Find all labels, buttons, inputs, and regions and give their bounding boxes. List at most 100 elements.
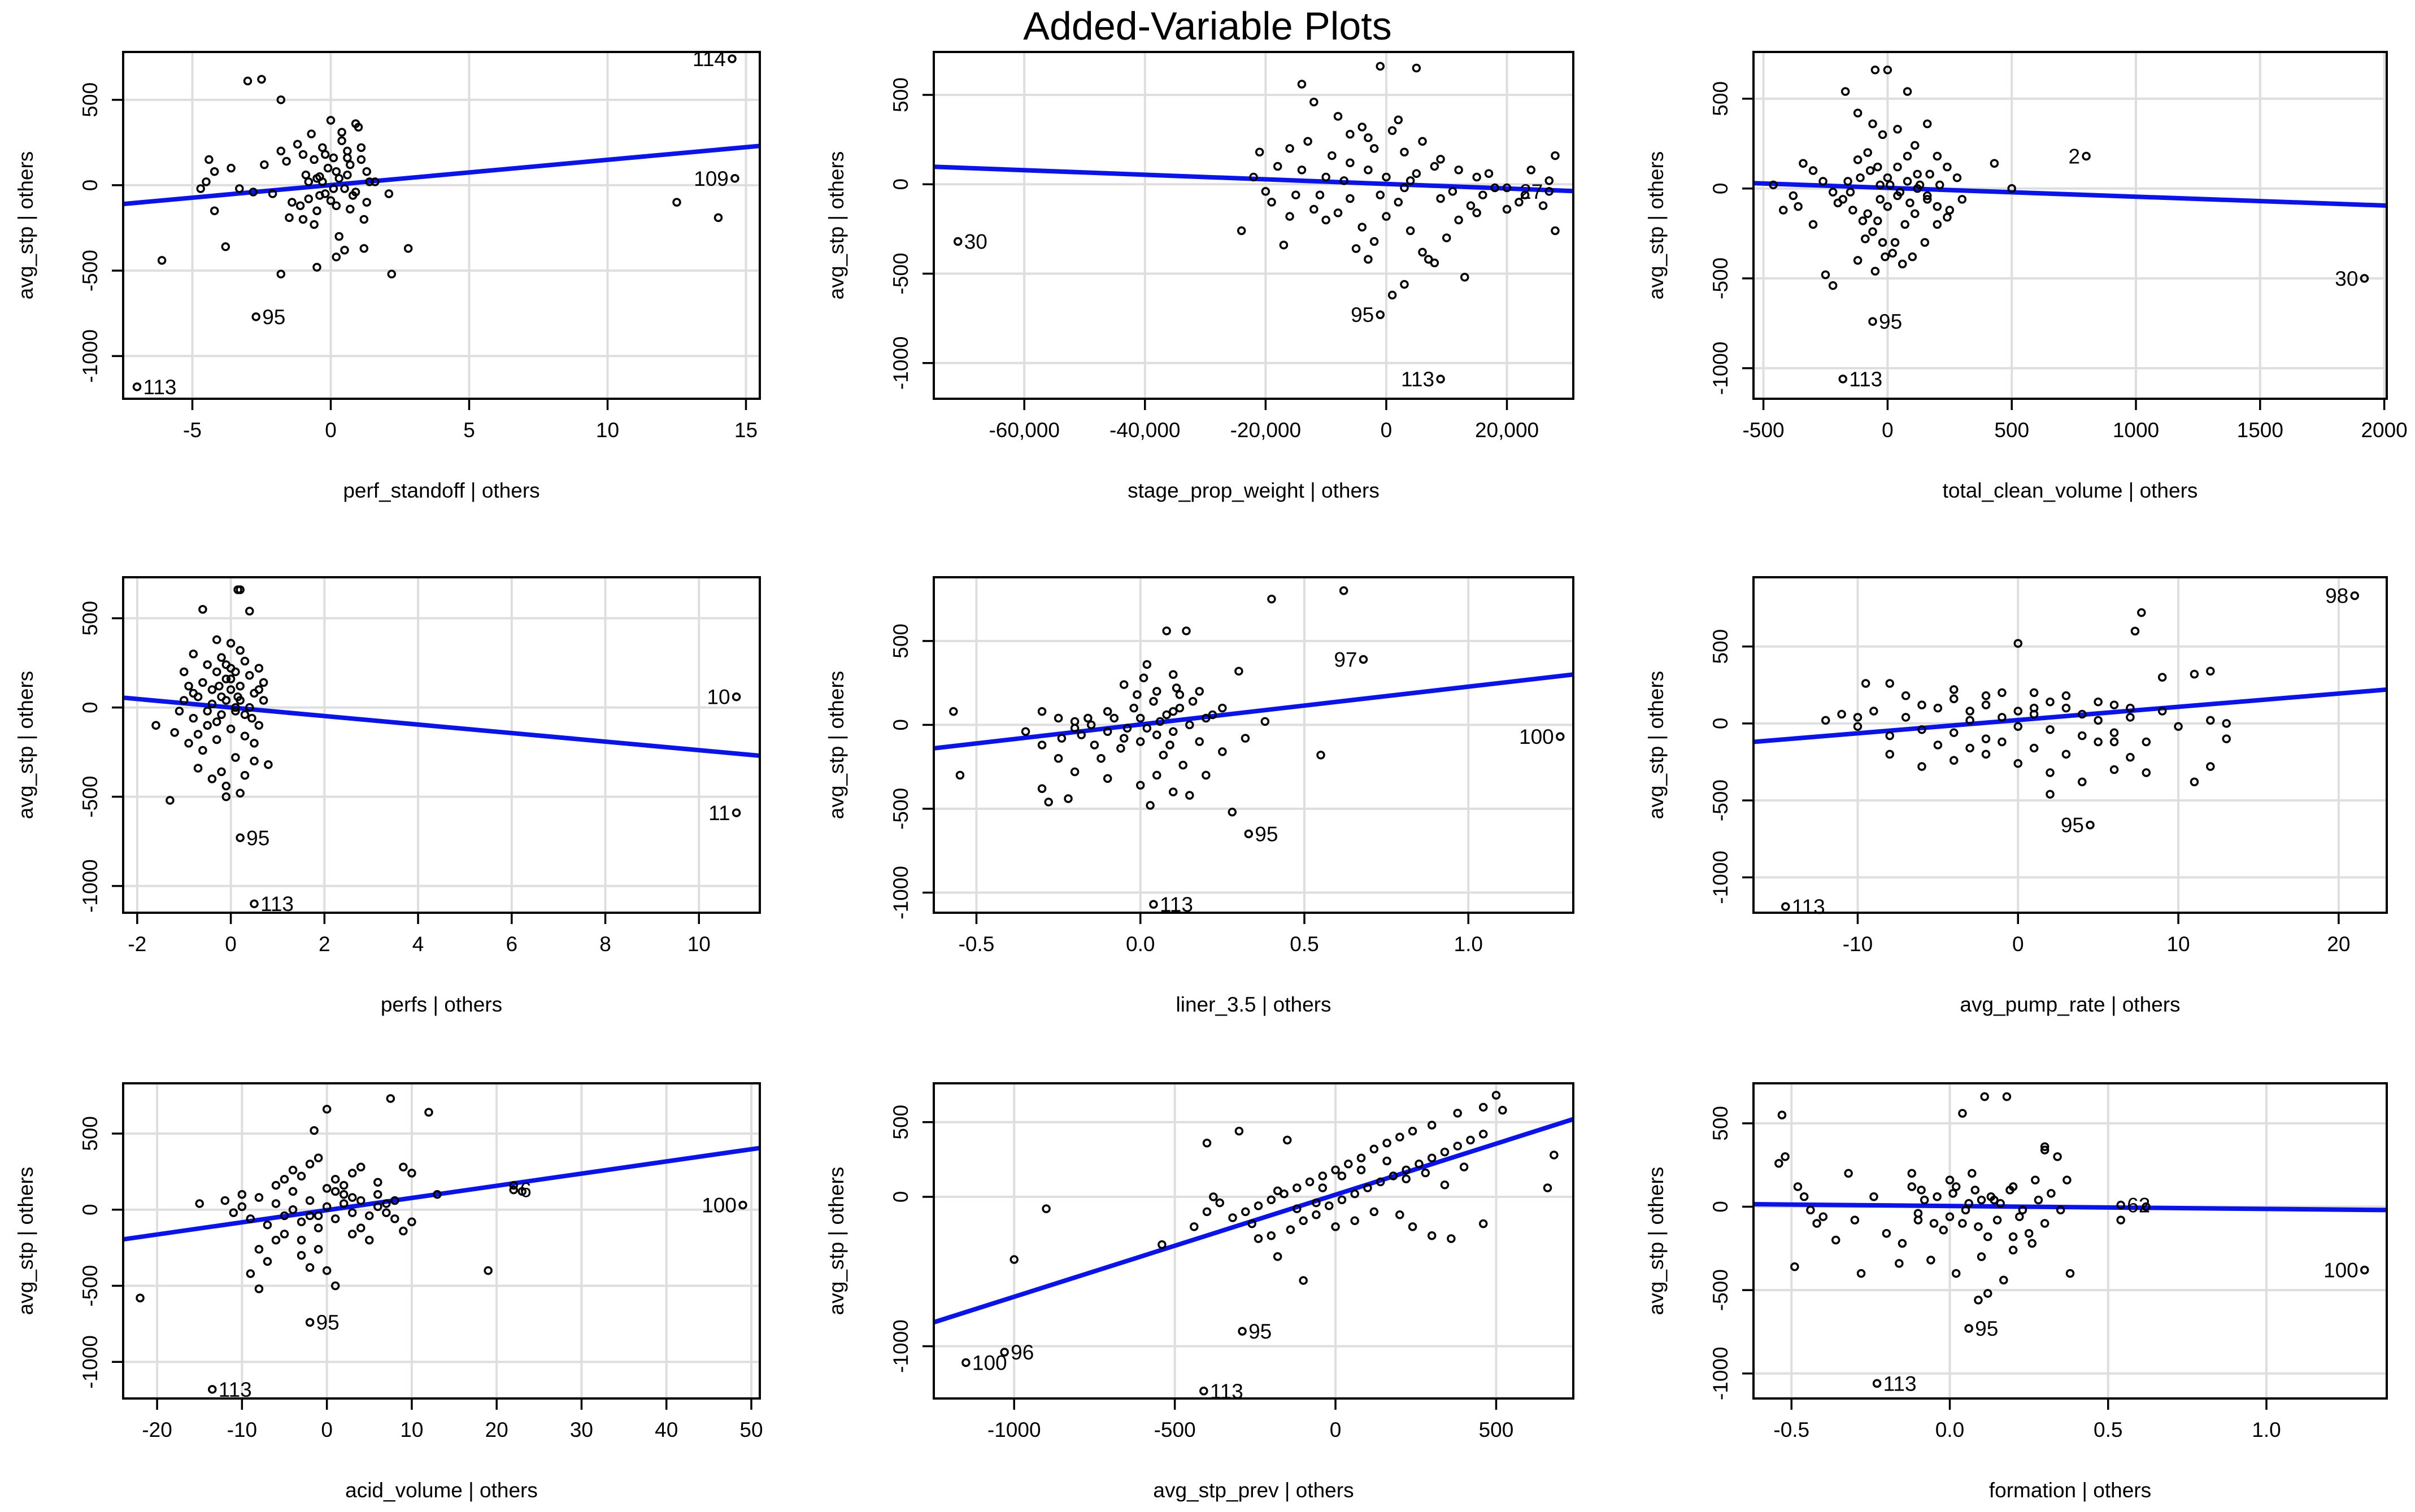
data-point bbox=[356, 1223, 365, 1232]
x-tick-label: 10 bbox=[596, 419, 619, 442]
data-point bbox=[362, 198, 371, 207]
data-point bbox=[1146, 801, 1155, 810]
x-tick-label: 1.0 bbox=[1454, 933, 1483, 956]
data-point bbox=[347, 1230, 357, 1239]
data-point bbox=[1890, 238, 1900, 247]
data-point bbox=[2031, 1175, 2040, 1184]
data-point bbox=[1917, 762, 1926, 771]
data-point bbox=[1364, 165, 1373, 175]
labeled-data-point bbox=[1868, 317, 1877, 326]
data-point bbox=[347, 1193, 357, 1202]
data-point bbox=[1777, 1110, 1787, 1119]
data-point bbox=[166, 796, 175, 805]
labeled-data-point bbox=[738, 1200, 747, 1210]
plot-data-area bbox=[1753, 591, 2387, 911]
data-point bbox=[1996, 1199, 2005, 1208]
data-point bbox=[1331, 1165, 1340, 1175]
regression-line bbox=[934, 164, 1573, 194]
data-point bbox=[1484, 169, 1494, 178]
data-point bbox=[189, 650, 198, 659]
data-point bbox=[2034, 1195, 2043, 1205]
plot-frame bbox=[933, 51, 1574, 400]
data-point bbox=[1883, 202, 1892, 211]
x-tick-label: -1000 bbox=[987, 1418, 1041, 1441]
data-point bbox=[1844, 1169, 1853, 1178]
data-point bbox=[212, 717, 221, 726]
labeled-data-point bbox=[728, 54, 737, 63]
data-point bbox=[1933, 220, 1942, 229]
data-point bbox=[1981, 691, 1991, 700]
x-tick-label: 1500 bbox=[2237, 419, 2283, 442]
data-point bbox=[1297, 80, 1307, 89]
x-tick-label: 6 bbox=[506, 933, 518, 956]
data-point bbox=[1447, 1234, 1456, 1243]
data-point bbox=[1169, 707, 1178, 716]
y-tick-label: 0 bbox=[1709, 718, 1732, 730]
data-point bbox=[1550, 1151, 1559, 1160]
data-point bbox=[1903, 177, 1912, 186]
data-point bbox=[1159, 751, 1168, 760]
data-point bbox=[297, 1250, 306, 1260]
x-tick-label: 10 bbox=[687, 933, 711, 956]
data-point bbox=[1054, 713, 1063, 723]
data-point bbox=[339, 1180, 349, 1190]
point-label: 95 bbox=[1879, 310, 1902, 333]
data-point bbox=[1255, 147, 1264, 156]
data-point bbox=[2040, 1142, 2050, 1151]
data-point bbox=[2109, 728, 2119, 737]
data-point bbox=[1990, 159, 1999, 168]
data-point bbox=[1402, 1174, 1411, 1184]
data-point bbox=[1853, 256, 1863, 265]
data-point bbox=[1863, 209, 1872, 219]
x-tick-label: -5 bbox=[183, 419, 202, 442]
data-point bbox=[1202, 1207, 1212, 1217]
data-point bbox=[1478, 1130, 1488, 1139]
data-point bbox=[240, 710, 250, 720]
data-point bbox=[1885, 750, 1894, 759]
data-point bbox=[298, 215, 308, 224]
y-tick-label: 0 bbox=[79, 701, 102, 713]
data-point bbox=[1339, 176, 1348, 185]
data-point bbox=[386, 1094, 395, 1103]
data-point bbox=[1364, 133, 1373, 142]
data-point bbox=[1369, 1144, 1379, 1154]
data-point bbox=[1286, 1225, 1295, 1234]
data-point bbox=[1774, 1158, 1783, 1168]
data-point bbox=[2157, 673, 2167, 682]
x-tick-label: 50 bbox=[739, 1418, 763, 1441]
data-point bbox=[198, 678, 207, 687]
data-point bbox=[1873, 162, 1882, 172]
data-point bbox=[1021, 727, 1030, 736]
data-point bbox=[387, 269, 397, 278]
data-point bbox=[334, 174, 343, 183]
data-point bbox=[2094, 737, 2103, 747]
data-point bbox=[1958, 1219, 1967, 1228]
data-point bbox=[1926, 1256, 1935, 1265]
data-point bbox=[1965, 707, 1974, 716]
data-point bbox=[337, 136, 346, 146]
data-point bbox=[1922, 195, 1932, 204]
data-point bbox=[212, 667, 221, 677]
data-point bbox=[1316, 751, 1325, 760]
data-point bbox=[1042, 1204, 1051, 1213]
data-point bbox=[2094, 716, 2103, 725]
data-point bbox=[1843, 177, 1852, 186]
data-point bbox=[1293, 1204, 1302, 1213]
x-tick-label: -500 bbox=[1154, 1418, 1196, 1441]
data-point bbox=[1454, 215, 1463, 225]
data-point bbox=[2013, 722, 2023, 731]
data-point bbox=[1165, 740, 1174, 750]
data-point bbox=[1202, 770, 1211, 780]
data-point bbox=[1356, 1165, 1366, 1175]
data-point bbox=[1881, 252, 1890, 262]
data-point bbox=[373, 1190, 382, 1199]
data-point bbox=[1856, 173, 1865, 182]
plot-data-area bbox=[934, 62, 1573, 384]
data-point bbox=[339, 1190, 349, 1199]
data-point bbox=[1084, 713, 1093, 723]
data-point bbox=[1498, 1105, 1507, 1115]
labeled-data-point bbox=[1872, 1379, 1882, 1388]
data-point bbox=[1846, 188, 1855, 197]
data-point bbox=[2005, 1186, 2014, 1195]
